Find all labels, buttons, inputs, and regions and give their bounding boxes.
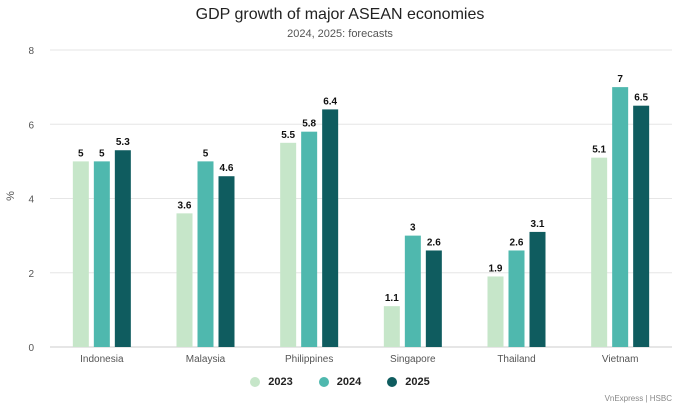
bar xyxy=(176,213,193,347)
y-tick-label: 8 xyxy=(28,46,34,57)
legend-swatch-2023 xyxy=(250,377,261,387)
x-tick-label: Indonesia xyxy=(80,354,124,365)
x-tick-label: Singapore xyxy=(390,354,436,365)
data-label: 5.1 xyxy=(592,145,606,156)
legend-swatch-2025 xyxy=(387,377,398,387)
legend-item-2023[interactable]: 2023 xyxy=(250,376,293,388)
bar xyxy=(72,161,89,347)
bar xyxy=(487,276,504,347)
data-label: 3.1 xyxy=(531,219,545,230)
y-tick-label: 2 xyxy=(28,269,34,280)
data-label: 6.5 xyxy=(634,93,648,104)
data-label: 6.4 xyxy=(323,96,337,107)
bar xyxy=(508,250,525,347)
data-label: 1.9 xyxy=(489,263,503,274)
data-label: 5.8 xyxy=(302,119,316,130)
source-credit: VnExpress | HSBC xyxy=(604,394,672,403)
data-label: 5.3 xyxy=(116,137,130,148)
data-label: 2.6 xyxy=(427,237,441,248)
legend: 2023 2024 2025 xyxy=(0,376,680,388)
legend-label-2023: 2023 xyxy=(268,376,293,388)
data-label: 5 xyxy=(78,148,84,159)
chart-title: GDP growth of major ASEAN economies xyxy=(195,6,485,23)
legend-item-2025[interactable]: 2025 xyxy=(387,376,430,388)
bar xyxy=(591,157,608,347)
bar xyxy=(612,87,629,347)
bar xyxy=(633,105,650,347)
data-label: 3 xyxy=(410,223,416,234)
data-label: 5.5 xyxy=(281,130,295,141)
bar xyxy=(218,176,235,347)
bar xyxy=(301,131,318,347)
chart-subtitle: 2024, 2025: forecasts xyxy=(287,28,393,40)
bar xyxy=(197,161,214,347)
bar xyxy=(404,235,421,347)
bar xyxy=(383,306,400,347)
bar xyxy=(425,250,442,347)
x-tick-label: Malaysia xyxy=(186,354,226,365)
bar xyxy=(280,142,297,347)
data-label: 1.1 xyxy=(385,293,399,304)
bar xyxy=(529,231,546,347)
data-label: 3.6 xyxy=(178,200,192,211)
data-label: 2.6 xyxy=(510,237,524,248)
x-tick-label: Thailand xyxy=(497,354,535,365)
x-tick-label: Philippines xyxy=(285,354,333,365)
data-label: 5 xyxy=(203,148,209,159)
legend-swatch-2024 xyxy=(318,377,329,387)
bar xyxy=(114,150,131,347)
data-label: 4.6 xyxy=(220,163,234,174)
data-label: 5 xyxy=(99,148,105,159)
y-tick-label: 6 xyxy=(28,120,34,131)
data-label: 7 xyxy=(617,74,623,85)
y-tick-label: 4 xyxy=(28,195,34,206)
bar xyxy=(93,161,110,347)
legend-item-2024[interactable]: 2024 xyxy=(318,376,362,388)
legend-label-2024: 2024 xyxy=(336,376,362,388)
legend-label-2025: 2025 xyxy=(405,376,430,388)
bar xyxy=(322,109,339,348)
y-tick-label: 0 xyxy=(28,343,34,354)
x-tick-label: Vietnam xyxy=(602,354,639,365)
